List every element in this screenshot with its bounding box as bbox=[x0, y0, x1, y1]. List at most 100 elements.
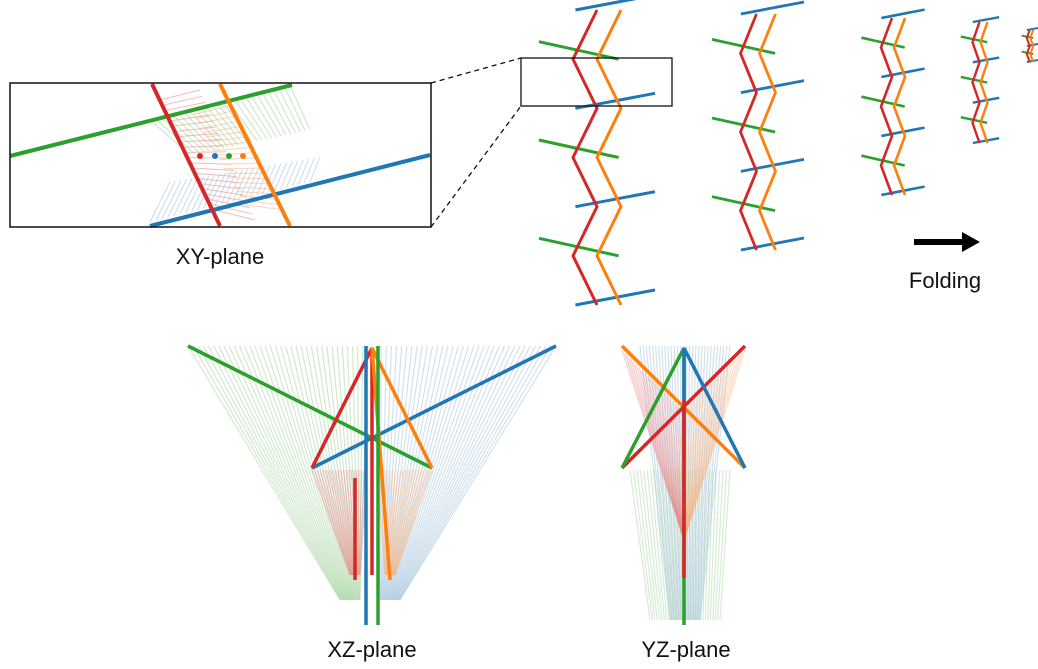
folding-sequence bbox=[538, 0, 1038, 307]
xz-blue-fan bbox=[394, 345, 516, 601]
xy-orange-hatch bbox=[205, 130, 246, 138]
xy-orange-hatch bbox=[224, 167, 265, 170]
yz-blue-fan bbox=[695, 345, 719, 621]
xz-green-fan bbox=[310, 345, 355, 601]
xz-blue-fan bbox=[399, 345, 557, 601]
xz-blue-fan bbox=[390, 345, 480, 601]
xy-orange-hatch bbox=[213, 146, 254, 152]
xz-red-fan bbox=[319, 469, 353, 576]
xz-red-fan bbox=[327, 469, 354, 576]
xy-green-hatch bbox=[272, 88, 297, 134]
xz-green-fan bbox=[321, 345, 356, 601]
xz-red-fan bbox=[314, 469, 352, 576]
yz-red-fan bbox=[627, 355, 685, 541]
xz-red-fan bbox=[329, 469, 354, 576]
xz-blue-fan bbox=[392, 345, 495, 601]
yz-green-fan bbox=[646, 469, 663, 621]
xy-blue-hatch bbox=[167, 179, 188, 218]
xy-blue-hatch bbox=[232, 168, 249, 202]
xy-blue-hatch bbox=[238, 167, 254, 200]
xy-fade-lines bbox=[149, 84, 321, 223]
zigzag-blue-segment-3 bbox=[972, 16, 1000, 24]
yz-fade-lines bbox=[621, 345, 746, 621]
yz-green-fan bbox=[674, 469, 682, 621]
xz-orange-fan bbox=[392, 469, 425, 576]
xy-blue-hatch bbox=[303, 157, 315, 184]
xz-red-fan bbox=[355, 469, 359, 576]
yz-blue-fan bbox=[691, 345, 706, 621]
yz-green-fan bbox=[643, 469, 661, 621]
xy-orange-line bbox=[218, 83, 292, 227]
xz-orange-fan bbox=[392, 469, 423, 576]
xz-orange-fan bbox=[391, 469, 417, 576]
xy-dot-orange bbox=[240, 153, 246, 159]
xy-blue-hatch bbox=[273, 162, 288, 192]
xy-green-hatch bbox=[216, 102, 248, 144]
yz-blue-fan bbox=[645, 345, 673, 621]
xz-blue-fan bbox=[398, 345, 547, 601]
xz-blue-fan bbox=[386, 345, 439, 601]
yz-orange-fan bbox=[683, 358, 738, 541]
xz-plane-label: XZ-plane bbox=[327, 637, 417, 662]
yz-red-fan bbox=[621, 349, 685, 541]
yz-green-fan bbox=[660, 469, 673, 621]
yz-green-fan bbox=[688, 469, 692, 621]
xy-green-hatch bbox=[261, 91, 287, 136]
yz-green-fan bbox=[716, 469, 728, 621]
yz-blue-fan bbox=[642, 345, 672, 621]
yz-orange-fan bbox=[683, 392, 703, 541]
xz-red-fan bbox=[358, 469, 365, 576]
xz-green-fan bbox=[305, 345, 354, 601]
xy-green-hatch bbox=[250, 94, 277, 138]
zigzag-red-chain-0 bbox=[571, 9, 599, 306]
xz-green-fan bbox=[249, 345, 348, 601]
xy-orange-hatch bbox=[210, 141, 252, 147]
yz-orange-fan bbox=[683, 349, 746, 541]
yz-green-fan bbox=[632, 469, 654, 621]
xy-red-hatch bbox=[209, 199, 250, 209]
xy-blue-hatch bbox=[309, 156, 321, 183]
xy-blue-hatch bbox=[149, 181, 171, 223]
xy-green-hatch bbox=[172, 114, 210, 152]
yz-red-fan bbox=[658, 387, 685, 541]
yz-green-fan bbox=[663, 469, 675, 621]
zigzag-blue-segment-0 bbox=[575, 288, 656, 307]
xy-red-hatch bbox=[204, 188, 245, 196]
xy-red-hatch bbox=[159, 89, 201, 101]
yz-blue-fan bbox=[694, 345, 716, 621]
xz-blue-fan bbox=[397, 345, 536, 601]
xz-green-fan bbox=[264, 345, 350, 601]
yz-red-fan bbox=[635, 364, 685, 541]
yz-orange-fan bbox=[683, 384, 712, 541]
xz-green-fan bbox=[187, 345, 341, 601]
xy-blue-hatch bbox=[179, 177, 199, 215]
yz-red-fan bbox=[664, 392, 685, 541]
xz-blue-fan bbox=[382, 345, 403, 601]
xz-blue-fan bbox=[381, 345, 398, 601]
xz-blue-fan bbox=[387, 345, 449, 601]
yz-red-fan bbox=[672, 401, 685, 541]
xz-blue-line bbox=[311, 344, 557, 470]
xz-blue-fan bbox=[381, 345, 393, 601]
xz-green-fan bbox=[192, 345, 342, 601]
yz-green-fan bbox=[709, 469, 717, 621]
xz-green-fan bbox=[295, 345, 353, 601]
yz-blue-fan bbox=[673, 345, 682, 621]
yz-blue-fan bbox=[651, 345, 675, 621]
xz-orange-fan bbox=[390, 469, 412, 576]
xz-green-fan bbox=[202, 345, 343, 601]
xy-blue-hatch bbox=[297, 158, 310, 186]
zigzag-orange-chain-2 bbox=[892, 17, 907, 196]
xz-blue-fan bbox=[388, 345, 459, 601]
yz-blue-fan bbox=[696, 345, 722, 621]
xz-blue-fan bbox=[393, 345, 506, 601]
xy-orange-hatch bbox=[192, 104, 233, 116]
yz-blue-fan bbox=[697, 345, 725, 621]
xz-green-fan bbox=[218, 345, 344, 601]
xy-green-hatch bbox=[289, 84, 311, 131]
xz-orange-fan bbox=[390, 469, 410, 576]
xy-red-line bbox=[150, 83, 222, 227]
zigzag-orange-chain-4 bbox=[1029, 29, 1035, 63]
zigzag-blue-segment-2 bbox=[881, 8, 925, 20]
yz-red-fan bbox=[655, 384, 685, 541]
